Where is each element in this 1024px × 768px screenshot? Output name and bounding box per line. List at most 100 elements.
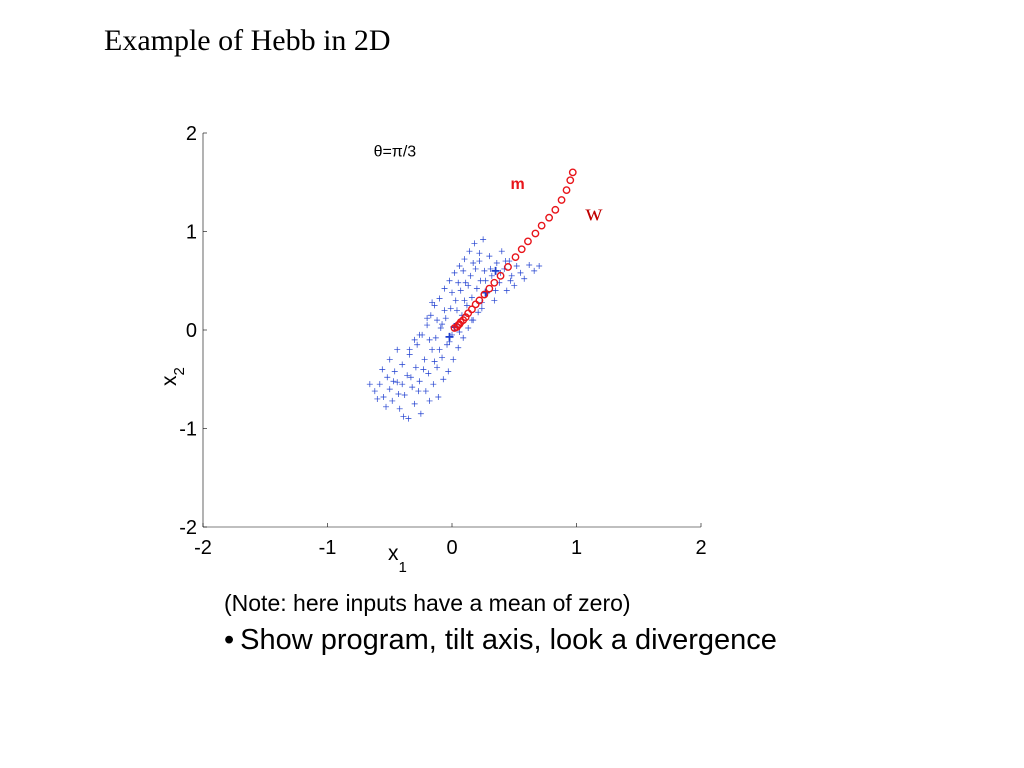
bullet-item: • Show program, tilt axis, look a diverge…: [224, 624, 777, 657]
input-point: [429, 299, 436, 306]
input-point: [453, 307, 460, 314]
input-point: [407, 374, 414, 381]
input-point: [431, 358, 438, 365]
weight-point: [566, 176, 575, 185]
input-point: [482, 277, 489, 284]
weight-point: [524, 237, 532, 246]
input-point: [440, 376, 447, 383]
weight-point: [551, 205, 560, 214]
input-point: [412, 364, 419, 371]
input-point: [502, 258, 509, 265]
input-point: [480, 236, 487, 243]
input-point: [394, 379, 401, 386]
input-point: [457, 287, 464, 294]
input-point: [465, 325, 472, 332]
plot-marks: [366, 168, 577, 422]
weight-point: [496, 271, 505, 280]
y-axis-label: x2: [158, 367, 188, 386]
input-point: [487, 265, 494, 272]
plot-axes: [202, 132, 702, 528]
input-point: [536, 262, 543, 269]
weight-point: [490, 278, 499, 287]
weight-point: [480, 290, 489, 299]
input-point: [431, 302, 438, 309]
input-point: [389, 397, 396, 404]
x-tick-label: 2: [695, 537, 706, 559]
input-point: [531, 267, 538, 274]
input-point: [475, 309, 482, 316]
input-point: [384, 374, 391, 381]
y-axis-label-main: x: [158, 375, 181, 386]
input-point: [488, 272, 495, 279]
y-axis-label-subscript: 2: [171, 367, 188, 375]
weight-point: [504, 263, 512, 271]
input-point: [491, 297, 498, 304]
input-point: [445, 368, 452, 375]
input-point: [513, 262, 520, 269]
x-axis-label-main: x: [388, 542, 399, 565]
input-point: [394, 346, 401, 353]
input-point: [409, 384, 416, 391]
annotation-label: θ=π/3: [374, 144, 417, 161]
annotation-label: w: [585, 201, 603, 227]
x-axis-label: x1: [388, 542, 407, 576]
input-point: [471, 240, 478, 247]
weight-point: [471, 300, 480, 309]
highlight-input-point: [481, 288, 490, 297]
input-point: [386, 386, 393, 393]
input-point: [429, 346, 436, 353]
input-point: [376, 381, 383, 388]
input-point: [460, 334, 467, 341]
x-tick-label: 1: [571, 537, 582, 559]
input-point: [449, 289, 455, 296]
input-point: [460, 267, 467, 274]
input-point: [486, 253, 493, 260]
input-point: [379, 366, 386, 373]
input-point: [467, 272, 474, 279]
x-axis-label-subscript: 1: [399, 559, 407, 576]
input-point: [374, 395, 381, 402]
input-point: [401, 392, 408, 399]
input-point: [511, 282, 518, 289]
input-point: [430, 381, 437, 388]
weight-point: [485, 284, 494, 293]
input-point: [455, 279, 462, 286]
weight-point: [517, 245, 526, 254]
input-point: [406, 346, 413, 353]
input-point: [492, 287, 499, 294]
weight-point: [537, 221, 546, 230]
input-point: [425, 370, 432, 377]
input-point: [371, 388, 378, 395]
input-point: [472, 265, 479, 272]
input-point: [503, 287, 510, 294]
input-point: [415, 388, 422, 395]
input-point: [498, 248, 505, 255]
input-point: [446, 277, 453, 284]
input-point: [417, 410, 424, 417]
weight-point: [511, 253, 520, 262]
input-point: [416, 378, 423, 385]
input-point: [405, 415, 412, 422]
y-tick-label: -1: [179, 419, 197, 441]
input-point: [366, 381, 373, 388]
input-point: [420, 366, 427, 373]
input-point: [416, 331, 423, 338]
input-point: [404, 372, 411, 379]
input-point: [450, 356, 457, 363]
input-point: [411, 336, 418, 343]
input-point: [399, 381, 406, 388]
input-point: [447, 305, 454, 312]
input-point: [436, 295, 443, 302]
input-point: [476, 250, 483, 257]
input-point: [451, 269, 458, 276]
input-point: [434, 364, 441, 371]
weight-point: [475, 296, 484, 305]
input-point: [439, 321, 446, 328]
input-point: [452, 297, 459, 304]
input-point: [441, 307, 448, 314]
highlight-input-point: [491, 266, 500, 275]
input-point: [470, 260, 477, 267]
input-point: [426, 336, 433, 343]
input-point: [481, 267, 488, 274]
